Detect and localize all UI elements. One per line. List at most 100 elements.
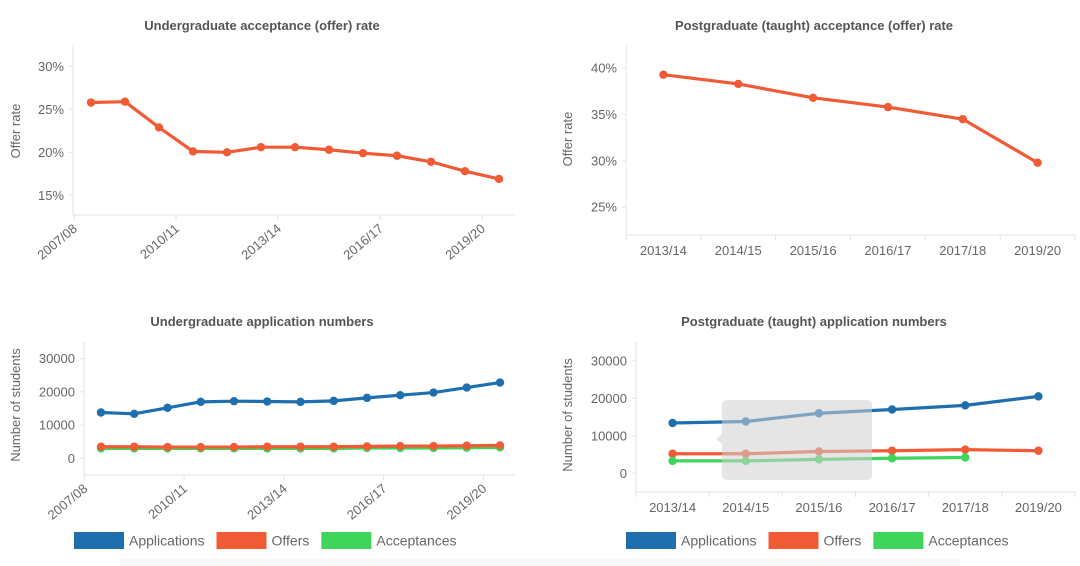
x-tick-label: 2016/17 xyxy=(344,481,390,523)
data-point-offers xyxy=(229,442,239,452)
data-point-offers xyxy=(196,442,205,452)
data-point-offers xyxy=(263,442,272,451)
data-point-offer-rate xyxy=(222,148,232,157)
legend-swatch-applications xyxy=(626,532,676,549)
pg-rate-chart: Postgraduate (taught) acceptance (offer)… xyxy=(560,18,1076,258)
y-tick-label: 20000 xyxy=(591,391,627,406)
data-point-offers xyxy=(668,449,677,458)
data-point-applications xyxy=(429,388,438,397)
plot-area: 0 10000 20000 30000 2013/14 2014/15 2015/16 201… xyxy=(591,342,1076,515)
data-point-offer-rate xyxy=(290,142,300,152)
y-tick-label: 0 xyxy=(68,451,75,466)
x-tick-label: 2015/16 xyxy=(790,243,837,258)
data-point-offers xyxy=(961,445,970,454)
legend: Applications Offers Acceptances xyxy=(626,532,1009,549)
data-point-offers xyxy=(887,446,897,455)
data-point-offer-rate xyxy=(426,157,436,166)
data-point-offer-rate xyxy=(392,151,402,160)
data-point-offer-rate xyxy=(958,114,967,124)
data-point-offer-rate xyxy=(1033,158,1042,167)
data-point-offers xyxy=(296,442,305,451)
y-tick-label: 30% xyxy=(591,153,617,168)
x-tick-label: 2019/20 xyxy=(1014,243,1061,258)
data-point-offers xyxy=(130,442,139,451)
x-tick-label: 2015/16 xyxy=(795,500,842,515)
series-line-offer-rate xyxy=(89,100,501,181)
data-point-offer-rate xyxy=(460,167,470,176)
legend-label-applications: Applications xyxy=(129,533,205,549)
series-line-offer-rate xyxy=(661,73,1040,165)
x-tick-label: 2017/18 xyxy=(939,243,986,258)
legend-label-applications: Applications xyxy=(681,533,757,549)
data-point-offer-rate xyxy=(154,123,164,132)
x-tick-label: 2013/14 xyxy=(649,500,696,515)
data-point-offer-rate xyxy=(358,148,368,158)
y-tick-label: 20% xyxy=(38,145,64,160)
chart-title: Undergraduate acceptance (offer) rate xyxy=(144,18,380,33)
data-point-offers xyxy=(96,442,106,451)
legend-swatch-applications xyxy=(74,532,124,549)
data-point-applications xyxy=(263,397,272,406)
y-tick-label: 0 xyxy=(620,466,627,481)
data-point-offers xyxy=(362,442,372,451)
legend-label-offers: Offers xyxy=(272,533,310,549)
data-point-offer-rate xyxy=(494,174,504,184)
legend-label-offers: Offers xyxy=(824,533,862,549)
y-tick-label: 35% xyxy=(591,107,617,122)
y-tick-label: 25% xyxy=(38,102,64,117)
data-point-offers xyxy=(396,441,405,451)
data-point-applications xyxy=(495,378,505,387)
data-point-applications xyxy=(196,397,205,407)
data-point-offers xyxy=(163,442,172,452)
data-point-applications xyxy=(163,403,172,413)
data-point-offer-rate xyxy=(188,147,198,156)
y-tick-label: 40% xyxy=(591,61,617,76)
x-tick-label: 2019/20 xyxy=(442,221,488,263)
x-tick-label: 2019/20 xyxy=(1015,500,1062,515)
chart-title: Postgraduate (taught) acceptance (offer)… xyxy=(675,18,953,33)
x-tick-label: 2010/11 xyxy=(145,481,190,522)
data-point-applications xyxy=(362,393,372,403)
data-point-applications xyxy=(1034,392,1043,401)
x-tick-label: 2007/08 xyxy=(34,221,80,263)
x-tick-label: 2013/14 xyxy=(238,221,284,263)
data-point-offer-rate xyxy=(734,79,743,89)
tooltip-pointer xyxy=(716,434,722,444)
data-point-applications xyxy=(329,396,338,406)
legend-swatch-acceptances xyxy=(321,532,372,549)
y-tick-label: 20000 xyxy=(39,384,75,399)
data-point-applications xyxy=(887,405,897,414)
data-point-offer-rate xyxy=(256,142,266,152)
data-point-applications xyxy=(229,396,239,406)
y-tick-label: 10000 xyxy=(591,428,627,443)
plot-area: 15% 20% 25% 30% 2007/08 2010/11 2013/14 2016/17… xyxy=(34,45,515,263)
ug-numbers-chart: Undergraduate application numbers Number… xyxy=(8,314,515,549)
data-point-acceptances xyxy=(961,453,970,462)
chart-title: Postgraduate (taught) application number… xyxy=(681,314,947,329)
x-tick-label: 2014/15 xyxy=(722,500,769,515)
y-axis-label: Offer rate xyxy=(560,112,575,167)
data-point-offer-rate xyxy=(659,70,668,79)
legend-label-acceptances: Acceptances xyxy=(376,533,456,549)
data-point-offer-rate xyxy=(808,93,818,103)
x-tick-label: 2013/14 xyxy=(244,481,290,523)
x-tick-label: 2013/14 xyxy=(640,243,687,258)
x-tick-label: 2014/15 xyxy=(715,243,762,258)
x-tick-label: 2017/18 xyxy=(942,500,989,515)
pg-numbers-chart: Postgraduate (taught) application number… xyxy=(560,314,1076,549)
y-tick-label: 10000 xyxy=(39,418,75,433)
x-tick-label: 2016/17 xyxy=(869,500,916,515)
y-tick-label: 30000 xyxy=(39,351,75,366)
data-point-offer-rate xyxy=(86,98,96,107)
data-point-applications xyxy=(668,418,677,428)
data-point-applications xyxy=(462,383,471,392)
data-point-offers xyxy=(495,441,505,450)
x-tick-label: 2007/08 xyxy=(45,481,91,523)
x-tick-label: 2016/17 xyxy=(864,243,911,258)
data-point-applications xyxy=(396,391,405,400)
data-point-applications xyxy=(296,397,305,407)
chart-title: Undergraduate application numbers xyxy=(150,314,373,329)
data-point-offers xyxy=(429,441,438,451)
data-point-offer-rate xyxy=(883,102,893,112)
data-point-applications xyxy=(961,401,970,410)
